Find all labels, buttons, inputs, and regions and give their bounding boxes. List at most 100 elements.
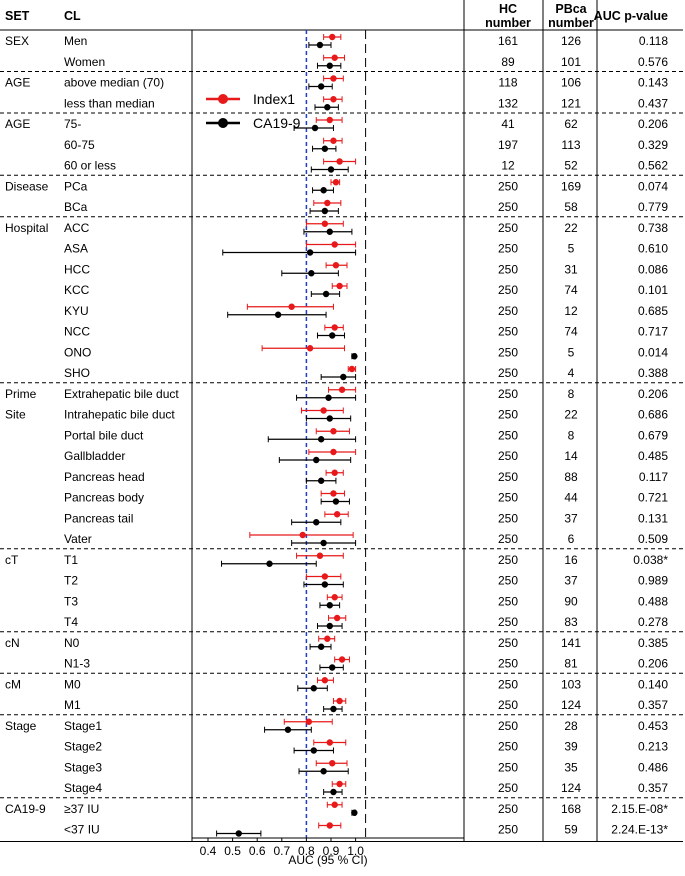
ca19-9-point xyxy=(324,104,331,111)
hc-number: 250 xyxy=(498,740,518,754)
cl-label: Portal bile duct xyxy=(64,428,144,442)
auc-p-value: 0.101 xyxy=(638,283,668,297)
pb-number: 103 xyxy=(561,677,581,691)
ca19-9-point xyxy=(322,290,330,298)
index1-point xyxy=(332,262,340,269)
ca19-9-point xyxy=(329,332,336,339)
auc-p-value: 0.576 xyxy=(638,55,668,69)
index1-point xyxy=(331,594,338,601)
ca19-9-point xyxy=(311,124,319,132)
index1-point xyxy=(288,303,295,310)
index1-point xyxy=(331,54,338,61)
cl-label: Gallbladder xyxy=(64,449,125,463)
pb-number: 22 xyxy=(564,408,578,422)
ca19-9-point xyxy=(284,726,292,733)
cl-label: NCC xyxy=(64,325,90,339)
cl-label: ONO xyxy=(64,345,91,359)
ca19-9-point xyxy=(235,830,242,837)
header-p-value: AUC p-value xyxy=(594,9,668,23)
index1-point xyxy=(331,324,338,331)
cl-label: Pancreas head xyxy=(64,470,145,484)
hc-number: 250 xyxy=(498,179,518,193)
set-label: Prime xyxy=(5,387,37,401)
auc-p-value: 0.014 xyxy=(638,345,668,359)
hc-number: 250 xyxy=(498,615,518,629)
hc-number: 89 xyxy=(501,55,515,69)
hc-number: 250 xyxy=(498,677,518,691)
pb-number: 22 xyxy=(564,221,578,235)
pb-number: 169 xyxy=(561,179,581,193)
cl-label: Stage1 xyxy=(64,719,102,733)
auc-p-value: 0.329 xyxy=(638,138,668,152)
pb-number: 58 xyxy=(564,200,578,214)
hc-number: 118 xyxy=(498,76,517,90)
hc-number: 250 xyxy=(498,760,518,774)
pb-number: 81 xyxy=(564,657,578,671)
x-tick-label: 0.4 xyxy=(200,844,217,858)
ca19-9-point xyxy=(317,477,325,484)
set-label: cM xyxy=(5,677,21,691)
pb-number: 5 xyxy=(568,242,575,256)
ca19-9-point xyxy=(327,166,335,173)
hc-number: 250 xyxy=(498,200,518,214)
hc-number: 250 xyxy=(498,449,518,463)
auc-p-value: 0.140 xyxy=(638,677,668,691)
pb-number: 141 xyxy=(561,636,581,650)
hc-number: 250 xyxy=(498,304,518,318)
pb-number: 14 xyxy=(564,449,578,463)
index1-point xyxy=(336,780,343,788)
ca19-9-point xyxy=(321,581,329,588)
ca19-9-point xyxy=(320,768,327,775)
cl-label: ACC xyxy=(64,221,90,235)
cl-label: 60 or less xyxy=(64,159,116,173)
hc-number: 250 xyxy=(498,574,518,588)
ca19-9-point xyxy=(266,560,273,567)
ca19-9-point xyxy=(310,747,317,754)
cl-label: Men xyxy=(64,34,87,48)
ca19-9-point xyxy=(317,436,325,443)
auc-p-value: 0.385 xyxy=(638,636,668,650)
hc-number: 250 xyxy=(498,325,518,339)
hc-number: 250 xyxy=(498,553,518,567)
pb-number: 8 xyxy=(568,387,575,401)
hc-number: 250 xyxy=(498,345,518,359)
hc-number: 250 xyxy=(498,283,518,297)
index1-point xyxy=(331,801,338,808)
cl-label: T2 xyxy=(64,574,78,588)
auc-p-value: 0.357 xyxy=(638,781,668,795)
auc-p-value: 0.086 xyxy=(638,262,668,276)
index1-point xyxy=(330,96,337,103)
header-pb-line1: PBca xyxy=(555,2,587,16)
hc-number: 161 xyxy=(498,34,518,48)
cl-label: Vater xyxy=(64,532,92,546)
hc-number: 250 xyxy=(498,408,518,422)
ca19-9-point xyxy=(325,394,332,401)
pb-number: 35 xyxy=(564,760,578,774)
header-cl: CL xyxy=(64,9,81,23)
pb-number: 39 xyxy=(564,740,578,754)
auc-p-value: 0.453 xyxy=(638,719,668,733)
header-pb-line2: number xyxy=(548,16,594,30)
pb-number: 12 xyxy=(564,304,578,318)
ca19-9-point xyxy=(310,685,317,692)
index1-point xyxy=(330,490,337,497)
cl-label: ≥37 IU xyxy=(64,802,99,816)
header-hc-line2: number xyxy=(485,16,531,30)
cl-label: Stage2 xyxy=(64,740,102,754)
auc-p-value: 0.074 xyxy=(638,179,668,193)
cl-label: 60-75 xyxy=(64,138,95,152)
pb-number: 59 xyxy=(564,823,578,837)
ca19-9-point xyxy=(320,539,327,547)
ca19-9-point xyxy=(326,62,333,69)
index1-point xyxy=(330,137,337,144)
pb-number: 16 xyxy=(564,553,578,567)
index1-point xyxy=(326,822,333,829)
cl-label: Women xyxy=(64,55,105,69)
hc-number: 250 xyxy=(498,823,518,837)
index1-point xyxy=(330,428,337,435)
ca19-9-point xyxy=(326,602,333,609)
legend-index1-label: Index1 xyxy=(253,91,295,107)
pb-number: 74 xyxy=(564,283,578,297)
index1-point xyxy=(305,718,313,725)
